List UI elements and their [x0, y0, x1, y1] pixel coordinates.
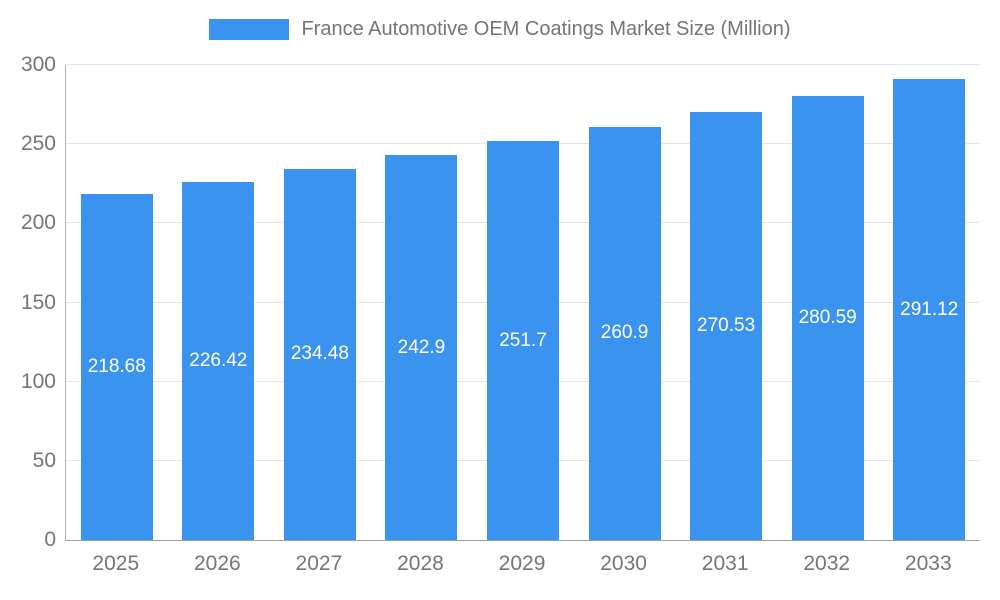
y-tick-label: 0: [44, 528, 56, 551]
y-tick-label: 100: [20, 369, 56, 393]
y-axis: 0 50 100 150 200 250 300: [0, 53, 56, 551]
y-tick-label: 150: [20, 290, 56, 314]
bar-value-label: 251.7: [499, 329, 547, 351]
x-axis: 2025 2026 2027 2028 2029 2030 2031 2032 2033: [65, 552, 979, 576]
x-tick-label-2027: 2027: [295, 552, 343, 575]
bar-2028[interactable]: 242.9: [385, 155, 458, 540]
bar-2026[interactable]: 226.42: [182, 181, 255, 540]
x-tick-label-2029: 2029: [498, 552, 546, 575]
plot-area: 218.68 226.42 234.48 242.9 251.7 260.9 270.53 2…: [65, 64, 980, 541]
x-tick-label-2032: 2032: [803, 552, 851, 575]
bar-2027[interactable]: 234.48: [283, 168, 356, 540]
bar-value-label: 234.48: [290, 343, 349, 365]
bar-value-label: 218.68: [87, 355, 146, 377]
bar-2033[interactable]: 291.12: [893, 79, 966, 540]
y-tick-label: 250: [20, 132, 56, 156]
gridline: [66, 64, 980, 65]
x-tick-label-2030: 2030: [600, 552, 647, 575]
bar-value-label: 270.53: [697, 314, 756, 336]
bar-2025[interactable]: 218.68: [80, 193, 153, 540]
x-tick-label-2025: 2025: [92, 552, 140, 575]
bar-2032[interactable]: 280.59: [791, 95, 864, 540]
bar-value-label: 226.42: [189, 349, 248, 371]
bar-value-label: 260.9: [600, 322, 649, 344]
y-tick-label: 300: [20, 53, 56, 76]
y-tick-label: 200: [20, 211, 56, 235]
chart-title: France Automotive OEM Coatings Market Si…: [301, 17, 791, 40]
x-tick-label-2028: 2028: [397, 552, 444, 575]
bar-2030[interactable]: 260.9: [588, 126, 661, 540]
x-tick-label-2031: 2031: [701, 552, 749, 575]
bar-value-label: 291.12: [900, 298, 959, 320]
legend-swatch: [209, 18, 290, 40]
x-tick-label-2033: 2033: [904, 552, 952, 575]
bar-value-label: 242.9: [397, 336, 446, 358]
legend: France Automotive OEM Coatings Market Si…: [0, 16, 1000, 42]
x-tick-label-2026: 2026: [193, 552, 241, 575]
bar-2029[interactable]: 251.7: [487, 141, 559, 540]
bar-2031[interactable]: 270.53: [690, 111, 763, 540]
y-tick-label: 50: [32, 448, 56, 472]
bar-value-label: 280.59: [798, 306, 857, 328]
